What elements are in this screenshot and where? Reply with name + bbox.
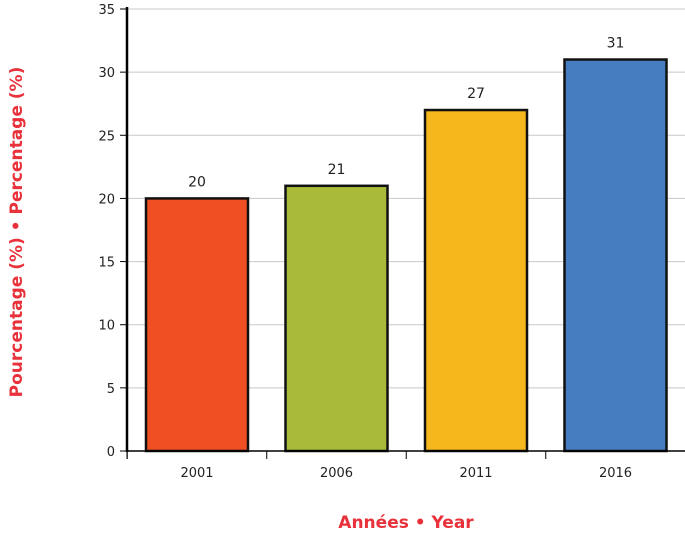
data-label-2006: 21	[328, 162, 346, 178]
data-label-2001: 20	[188, 174, 206, 190]
data-label-2011: 27	[467, 86, 485, 102]
y-tick-label: 10	[98, 319, 115, 334]
bars: 20 21 27 31	[144, 36, 668, 453]
bar-2001	[144, 197, 250, 453]
y-tick-label: 35	[98, 3, 115, 18]
x-axis-title: Années • Year	[338, 513, 474, 533]
y-tick-label: 0	[107, 445, 115, 460]
bar-2006	[284, 184, 389, 453]
bar-2011	[423, 108, 529, 453]
x-tick-label: 2011	[459, 466, 492, 481]
x-tick-label: 2001	[180, 466, 213, 481]
x-tick-label: 2006	[320, 466, 353, 481]
y-axis-title: Pourcentage (%) • Percentage (%)	[7, 67, 27, 398]
y-tick-label: 25	[98, 129, 115, 144]
y-tick-label: 30	[98, 66, 115, 81]
bar-2016	[563, 58, 668, 453]
data-label-2016: 31	[607, 36, 625, 52]
y-tick-label: 5	[107, 382, 115, 397]
y-tick-label: 15	[98, 256, 115, 271]
x-axis-ticks: 2001 2006 2011 2016	[126, 451, 632, 481]
x-tick-label: 2016	[599, 466, 632, 481]
y-tick-label: 20	[98, 192, 115, 207]
y-axis-ticks: 0 5 10 15 20 25 30 35	[98, 3, 127, 460]
